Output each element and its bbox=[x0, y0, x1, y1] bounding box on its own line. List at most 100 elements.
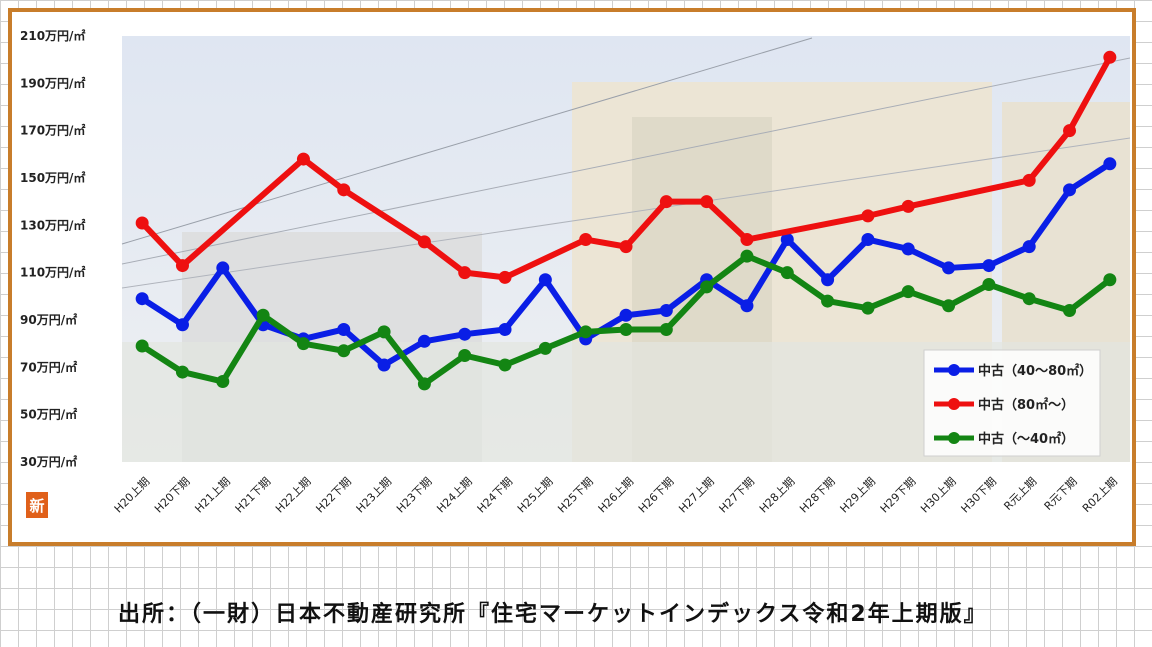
y-tick-label: 30万円/㎡ bbox=[20, 454, 77, 469]
y-tick-label: 50万円/㎡ bbox=[20, 407, 77, 422]
data-point bbox=[256, 308, 270, 322]
data-point bbox=[1063, 183, 1077, 197]
data-point bbox=[377, 325, 391, 339]
y-tick-label: 130万円/㎡ bbox=[20, 217, 85, 232]
x-tick-label: H20上期 bbox=[112, 475, 153, 516]
x-tick-label: H22下期 bbox=[313, 475, 354, 516]
data-point bbox=[1022, 173, 1036, 187]
data-point bbox=[458, 349, 472, 362]
data-point bbox=[821, 294, 835, 308]
data-point bbox=[579, 325, 593, 339]
data-point bbox=[942, 261, 956, 275]
data-point bbox=[135, 292, 149, 306]
chart-frame: 210万円/㎡ 190万円/㎡ 170万円/㎡ 150万円/㎡ 130万円/㎡ 110万円… bbox=[8, 8, 1136, 546]
data-point bbox=[659, 195, 673, 209]
data-point bbox=[1063, 304, 1077, 318]
x-tick-label: H30下期 bbox=[958, 475, 999, 516]
y-tick-label: 110万円/㎡ bbox=[20, 265, 85, 280]
data-point bbox=[417, 377, 431, 391]
x-tick-label: R02上期 bbox=[1080, 475, 1120, 515]
x-tick-label: H27下期 bbox=[717, 475, 758, 516]
x-tick-label: R元下期 bbox=[1042, 475, 1080, 513]
new-badge-label: 新 bbox=[29, 497, 44, 515]
data-point bbox=[659, 322, 673, 336]
series-group bbox=[135, 50, 1117, 391]
data-point bbox=[982, 259, 996, 273]
x-tick-label: H20下期 bbox=[152, 475, 193, 516]
data-point bbox=[740, 233, 754, 247]
y-tick-label: 90万円/㎡ bbox=[20, 312, 77, 327]
data-point bbox=[821, 273, 835, 287]
data-point bbox=[700, 280, 714, 294]
data-point bbox=[700, 195, 714, 209]
data-point bbox=[377, 358, 391, 372]
data-point bbox=[538, 341, 552, 355]
data-point bbox=[619, 322, 633, 336]
x-tick-label: H28下期 bbox=[797, 475, 838, 516]
data-point bbox=[458, 266, 472, 280]
x-tick-label: H27上期 bbox=[676, 475, 717, 516]
x-tick-label: H25上期 bbox=[515, 475, 556, 516]
data-point bbox=[296, 152, 310, 166]
data-point bbox=[1022, 292, 1036, 306]
x-tick-label: H23上期 bbox=[354, 475, 395, 516]
data-point bbox=[216, 375, 230, 389]
data-point bbox=[901, 199, 915, 213]
x-tick-label: H29上期 bbox=[838, 475, 879, 516]
data-point bbox=[498, 358, 512, 372]
data-point bbox=[175, 318, 189, 332]
x-tick-label: H21下期 bbox=[233, 475, 274, 516]
legend-label: 中古（40～80㎡） bbox=[978, 363, 1092, 379]
x-tick-label: H29下期 bbox=[878, 475, 919, 516]
y-tick-label: 210万円/㎡ bbox=[20, 28, 85, 43]
data-point bbox=[861, 301, 875, 315]
data-point bbox=[659, 304, 673, 318]
legend-label: 中古（80㎡～） bbox=[978, 397, 1074, 413]
data-point bbox=[740, 249, 754, 263]
data-point bbox=[619, 240, 633, 254]
data-point bbox=[417, 334, 431, 348]
data-point bbox=[982, 278, 996, 291]
x-tick-label: H26下期 bbox=[636, 475, 677, 516]
y-tick-label: 70万円/㎡ bbox=[20, 359, 77, 374]
data-point bbox=[135, 216, 149, 230]
x-axis-ticks: H20上期 H20下期 H21上期 H21下期 H22上期 H22下期 H23上期 H23下期… bbox=[112, 475, 1120, 516]
legend-swatch-marker bbox=[948, 364, 960, 376]
data-point bbox=[498, 322, 512, 336]
legend-label: 中古（～40㎡） bbox=[978, 431, 1074, 447]
data-point bbox=[337, 183, 351, 197]
new-badge: 新 bbox=[26, 492, 48, 518]
data-point bbox=[861, 209, 875, 223]
legend: 中古（40～80㎡） 中古（80㎡～） 中古（～40㎡） bbox=[923, 349, 1101, 457]
data-point bbox=[337, 322, 351, 336]
line-chart: 210万円/㎡ 190万円/㎡ 170万円/㎡ 150万円/㎡ 130万円/㎡ 110万円… bbox=[20, 28, 1131, 518]
data-point bbox=[135, 339, 149, 353]
data-point bbox=[901, 242, 915, 256]
data-point bbox=[538, 273, 552, 287]
data-point bbox=[1103, 50, 1117, 64]
data-point bbox=[498, 270, 512, 284]
y-tick-label: 150万円/㎡ bbox=[20, 170, 85, 185]
x-tick-label: H25下期 bbox=[555, 475, 596, 516]
x-tick-label: H24下期 bbox=[475, 475, 516, 516]
data-point bbox=[1103, 157, 1117, 171]
data-point bbox=[1063, 124, 1077, 138]
x-tick-label: H28上期 bbox=[757, 475, 798, 516]
x-tick-label: H26上期 bbox=[596, 475, 637, 516]
data-point bbox=[175, 365, 189, 379]
data-point bbox=[337, 344, 351, 358]
data-point bbox=[216, 261, 230, 275]
data-point bbox=[740, 299, 754, 313]
data-point bbox=[619, 308, 633, 322]
data-point bbox=[296, 337, 310, 351]
data-point bbox=[458, 327, 472, 341]
data-point bbox=[1022, 240, 1036, 254]
y-axis-ticks: 210万円/㎡ 190万円/㎡ 170万円/㎡ 150万円/㎡ 130万円/㎡ 110万円… bbox=[20, 28, 85, 469]
x-tick-label: H24上期 bbox=[434, 475, 475, 516]
data-point bbox=[1103, 273, 1117, 287]
data-point bbox=[942, 299, 956, 313]
legend-swatch-marker bbox=[948, 432, 960, 444]
source-citation: 出所：（一財）日本不動産研究所『住宅マーケットインデックス令和2年上期版』 bbox=[118, 602, 988, 627]
x-tick-label: R元上期 bbox=[1001, 475, 1039, 513]
data-point bbox=[417, 235, 431, 249]
